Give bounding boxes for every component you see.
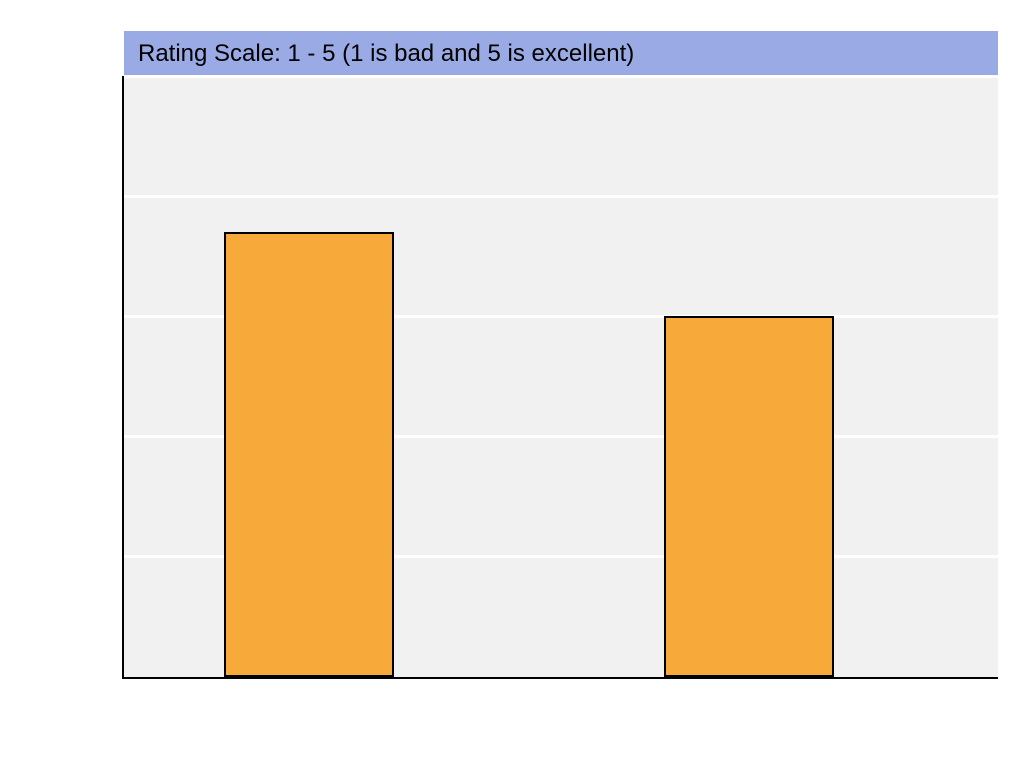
chart-container: Rating Scale: 1 - 5 (1 is bad and 5 is e… [0,0,1024,778]
gridline [124,195,998,198]
gridline [124,75,998,78]
chart-header-text: Rating Scale: 1 - 5 (1 is bad and 5 is e… [138,40,634,68]
bar [224,232,394,677]
chart-header: Rating Scale: 1 - 5 (1 is bad and 5 is e… [124,31,998,76]
y-axis [122,76,124,677]
x-axis [122,677,998,679]
bar [664,316,834,677]
